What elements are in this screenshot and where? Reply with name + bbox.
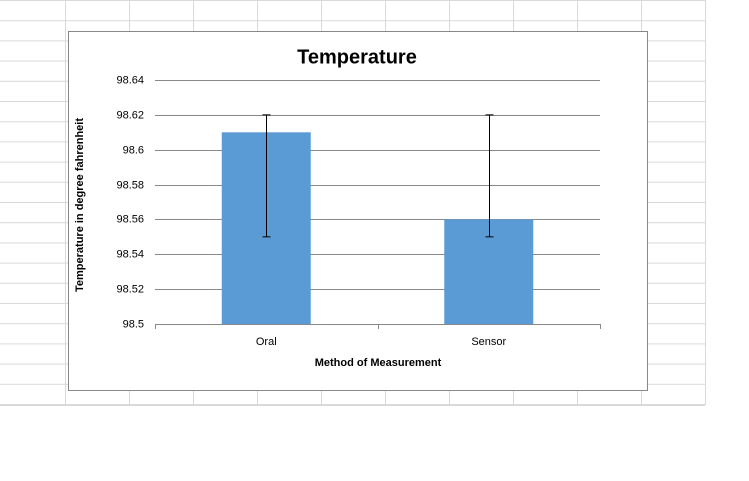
error-bar [262,114,271,238]
x-tick-label: Sensor [471,336,506,348]
y-tick-label: 98.56 [116,213,144,225]
y-tick-label: 98.52 [116,283,144,295]
error-bar [485,114,494,238]
y-tick-label: 98.6 [123,144,144,156]
y-tick-label: 98.64 [116,74,144,86]
x-tick-label: Oral [256,336,277,348]
y-axis-title: Temperature in degree fahrenheit [74,118,86,292]
chart-title: Temperature [297,46,417,68]
y-tick-label: 98.54 [116,248,144,260]
y-tick-label: 98.5 [123,318,144,330]
chart-area [68,31,648,391]
y-tick-label: 98.62 [116,109,144,121]
bar [444,219,534,324]
x-axis-title: Method of Measurement [315,357,442,369]
y-tick-label: 98.58 [116,179,144,191]
